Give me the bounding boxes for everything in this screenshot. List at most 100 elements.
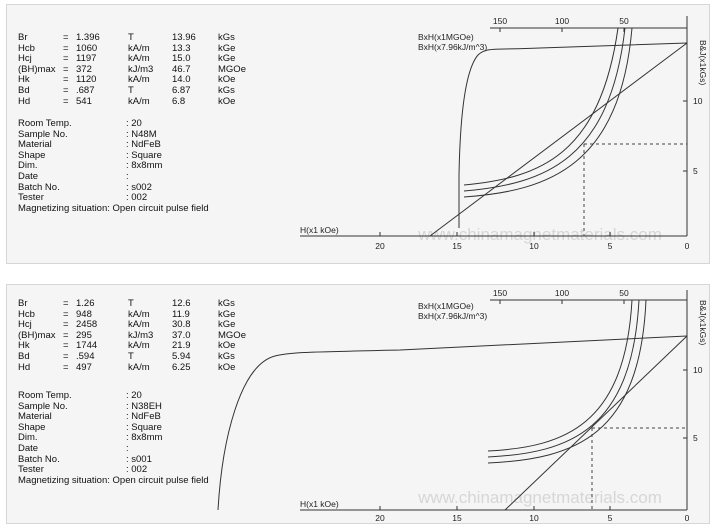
- cell-text: 12.6: [172, 298, 191, 309]
- cell-text: Room Temp.: [18, 118, 72, 129]
- cell-text: =: [63, 63, 69, 75]
- cell-text: : 8x8mm: [126, 432, 163, 444]
- cell-text: kGs: [218, 84, 235, 96]
- cell-text: kGs: [218, 32, 235, 43]
- cell-text: =: [63, 308, 69, 320]
- cell-text: 6.87: [172, 84, 191, 96]
- cell-text: (BH)max: [18, 63, 56, 75]
- cell-text: 11.9: [172, 308, 190, 320]
- top-tick-label: 150: [493, 288, 507, 298]
- cell-text: kJ/m3: [128, 329, 154, 341]
- bh-report-panel-2: [6, 284, 710, 524]
- cell-text: 497: [76, 361, 92, 373]
- cell-text: Date: [18, 170, 39, 182]
- bh-axis-label: BxH(x7.96kJ/m^3): [418, 311, 487, 321]
- cell-text: : NdFeB: [126, 139, 161, 151]
- cell-text: : 20: [126, 390, 142, 401]
- cell-text: 1060: [76, 42, 98, 54]
- x-tick-label: 10: [529, 241, 539, 251]
- bh-curve-1: [487, 299, 633, 452]
- cell-text: .594: [76, 350, 95, 362]
- cell-text: kGe: [218, 42, 236, 54]
- cell-text: (BH)max: [18, 329, 56, 341]
- cell-text: Sample No.: [18, 128, 68, 140]
- cell-text: kA/m: [128, 308, 150, 320]
- cell-text: kA/m: [128, 53, 150, 65]
- x-tick-label: 5: [608, 513, 613, 523]
- cell-text: Batch No.: [18, 181, 60, 193]
- cell-text: T: [128, 350, 134, 362]
- cell-text: 1.26: [76, 298, 95, 309]
- cell-text: =: [63, 298, 69, 309]
- cell-text: Dim.: [18, 432, 38, 444]
- cell-text: Sample No.: [18, 400, 68, 412]
- cell-text: : NdFeB: [126, 411, 161, 423]
- cell-text: =: [63, 95, 69, 107]
- cell-text: MGOe: [218, 63, 246, 75]
- cell-text: Bd: [18, 350, 30, 362]
- cell-text: : Square: [126, 421, 162, 433]
- cell-text: Shape: [18, 149, 46, 161]
- cell-text: 37.0: [172, 329, 191, 341]
- cell-text: Tester: [18, 464, 44, 476]
- cell-text: =: [63, 32, 69, 43]
- cell-text: Batch No.: [18, 453, 60, 465]
- y-tick-label: 10: [693, 96, 703, 106]
- cell-text: Hcb: [18, 308, 35, 320]
- cell-text: Magnetizing situation: Open circuit puls…: [18, 202, 209, 214]
- cell-text: =: [63, 350, 69, 362]
- cell-text: Hk: [18, 74, 30, 86]
- cell-text: =: [63, 329, 69, 341]
- cell-text: kOe: [218, 361, 236, 373]
- cell-text: Hd: [18, 95, 31, 107]
- cell-text: kGs: [218, 350, 235, 362]
- cell-text: kGe: [218, 308, 236, 320]
- normal-curve-b: [504, 335, 688, 511]
- cell-text: kA/m: [128, 361, 150, 373]
- cell-text: 1197: [76, 53, 97, 65]
- bh-report-panel-1: [6, 4, 710, 264]
- top-tick-label: 100: [555, 288, 569, 298]
- cell-text: Magnetizing situation: Open circuit puls…: [18, 474, 209, 486]
- cell-text: kGe: [218, 53, 236, 65]
- x-tick-label: 0: [685, 513, 690, 523]
- cell-text: 14.0: [172, 74, 191, 86]
- cell-text: Br: [18, 32, 28, 43]
- cell-text: : s001: [126, 453, 152, 465]
- cell-text: : 002: [126, 464, 148, 476]
- cell-text: T: [128, 32, 134, 43]
- bh-curve-3: [487, 299, 647, 464]
- cell-text: =: [63, 42, 69, 54]
- bh-axis-label: BxH(x1MGOe): [418, 301, 474, 311]
- cell-text: 1120: [76, 74, 97, 86]
- cell-text: =: [63, 74, 69, 86]
- y-tick-label: 5: [693, 433, 698, 443]
- bh-curve-3: [463, 27, 633, 198]
- cell-text: 46.7: [172, 63, 191, 75]
- cell-text: 6.25: [172, 361, 191, 373]
- cell-text: : N48M: [126, 128, 157, 140]
- cell-text: 5.94: [172, 350, 191, 362]
- top-tick-label: 150: [493, 16, 507, 26]
- top-tick-label: 50: [619, 16, 629, 26]
- cell-text: : 20: [126, 118, 142, 129]
- cell-text: 372: [76, 63, 92, 75]
- cell-text: 295: [76, 329, 92, 341]
- cell-text: :: [126, 170, 129, 182]
- watermark: www.chinamagnetmaterials.com: [417, 488, 662, 507]
- cell-text: 1.396: [76, 32, 100, 43]
- cell-text: Hd: [18, 361, 31, 373]
- cell-text: Hcb: [18, 42, 35, 54]
- cell-text: 30.8: [172, 319, 191, 331]
- cell-text: Hk: [18, 340, 30, 352]
- cell-text: Hcj: [18, 319, 32, 331]
- cell-text: kGs: [218, 298, 235, 309]
- cell-text: 6.8: [172, 95, 186, 107]
- x-tick-label: 15: [452, 513, 462, 523]
- y-tick-label: 5: [693, 166, 698, 176]
- cell-text: Material: [18, 411, 52, 423]
- x-tick-label: 15: [452, 241, 462, 251]
- x-tick-label: 20: [375, 513, 385, 523]
- cell-text: kOe: [218, 340, 236, 352]
